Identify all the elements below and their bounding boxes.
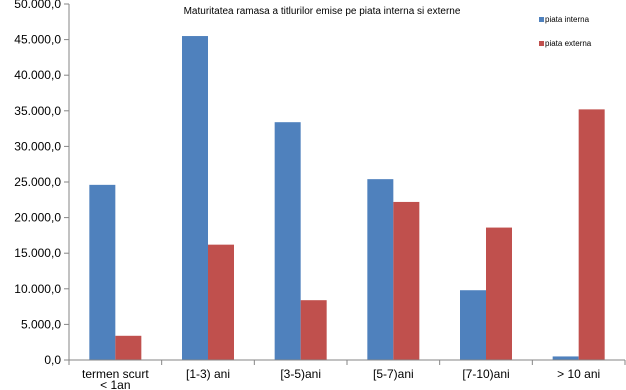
- legend-swatch: [539, 41, 544, 46]
- chart-title: Maturitatea ramasa a titlurilor emise pe…: [184, 6, 461, 17]
- x-tick-label: > 10 ani: [557, 367, 600, 381]
- bar-piata-externa-5: [578, 109, 605, 360]
- y-tick-label: 20.000,0: [14, 211, 61, 225]
- y-tick-label: 45.000,0: [14, 33, 61, 47]
- bar-piata-interna-1: [182, 36, 208, 360]
- axes-group: [64, 3, 626, 365]
- y-tick-label: 50.000,0: [14, 0, 61, 11]
- y-tick-label: 30.000,0: [14, 139, 61, 153]
- legend: piata interna piata externa: [539, 15, 592, 48]
- bar-piata-interna-4: [460, 290, 486, 360]
- x-tick-label: [3-5)ani: [280, 367, 321, 381]
- bar-piata-interna-0: [89, 184, 116, 360]
- y-tick-label: 15.000,0: [14, 246, 61, 260]
- bars-group: [89, 36, 605, 360]
- x-tick-label: [5-7)ani: [373, 367, 414, 381]
- bar-piata-externa-0: [115, 335, 142, 360]
- bar-piata-externa-1: [208, 244, 234, 360]
- bar-piata-externa-3: [393, 201, 420, 360]
- y-tick-label: 0,0: [44, 353, 61, 367]
- y-tick-label: 25.000,0: [14, 175, 61, 189]
- y-tick-labels: 0,0 5.000,0 10.000,0 15.000,0 20.000,0 25.000…: [14, 0, 61, 367]
- y-tick-label: 40.000,0: [14, 68, 61, 82]
- legend-label: piata externa: [545, 39, 592, 48]
- legend-swatch: [539, 17, 544, 22]
- y-tick-label: 5.000,0: [21, 317, 61, 331]
- legend-label: piata interna: [545, 15, 590, 24]
- bar-piata-interna-2: [274, 122, 301, 360]
- bar-piata-externa-4: [486, 227, 512, 360]
- bar-piata-interna-5: [552, 356, 579, 360]
- x-tick-label: [1-3) ani: [186, 367, 230, 381]
- x-tick-label: termen scurt < 1an: [82, 367, 149, 390]
- x-tick-label: [7-10)ani: [462, 367, 509, 381]
- x-tick-labels: termen scurt < 1an [1-3) ani [3-5)ani [5-7)a…: [82, 367, 600, 390]
- y-tick-label: 35.000,0: [14, 104, 61, 118]
- y-tick-label: 10.000,0: [14, 282, 61, 296]
- bar-piata-externa-2: [300, 300, 327, 360]
- bar-piata-interna-3: [367, 179, 394, 360]
